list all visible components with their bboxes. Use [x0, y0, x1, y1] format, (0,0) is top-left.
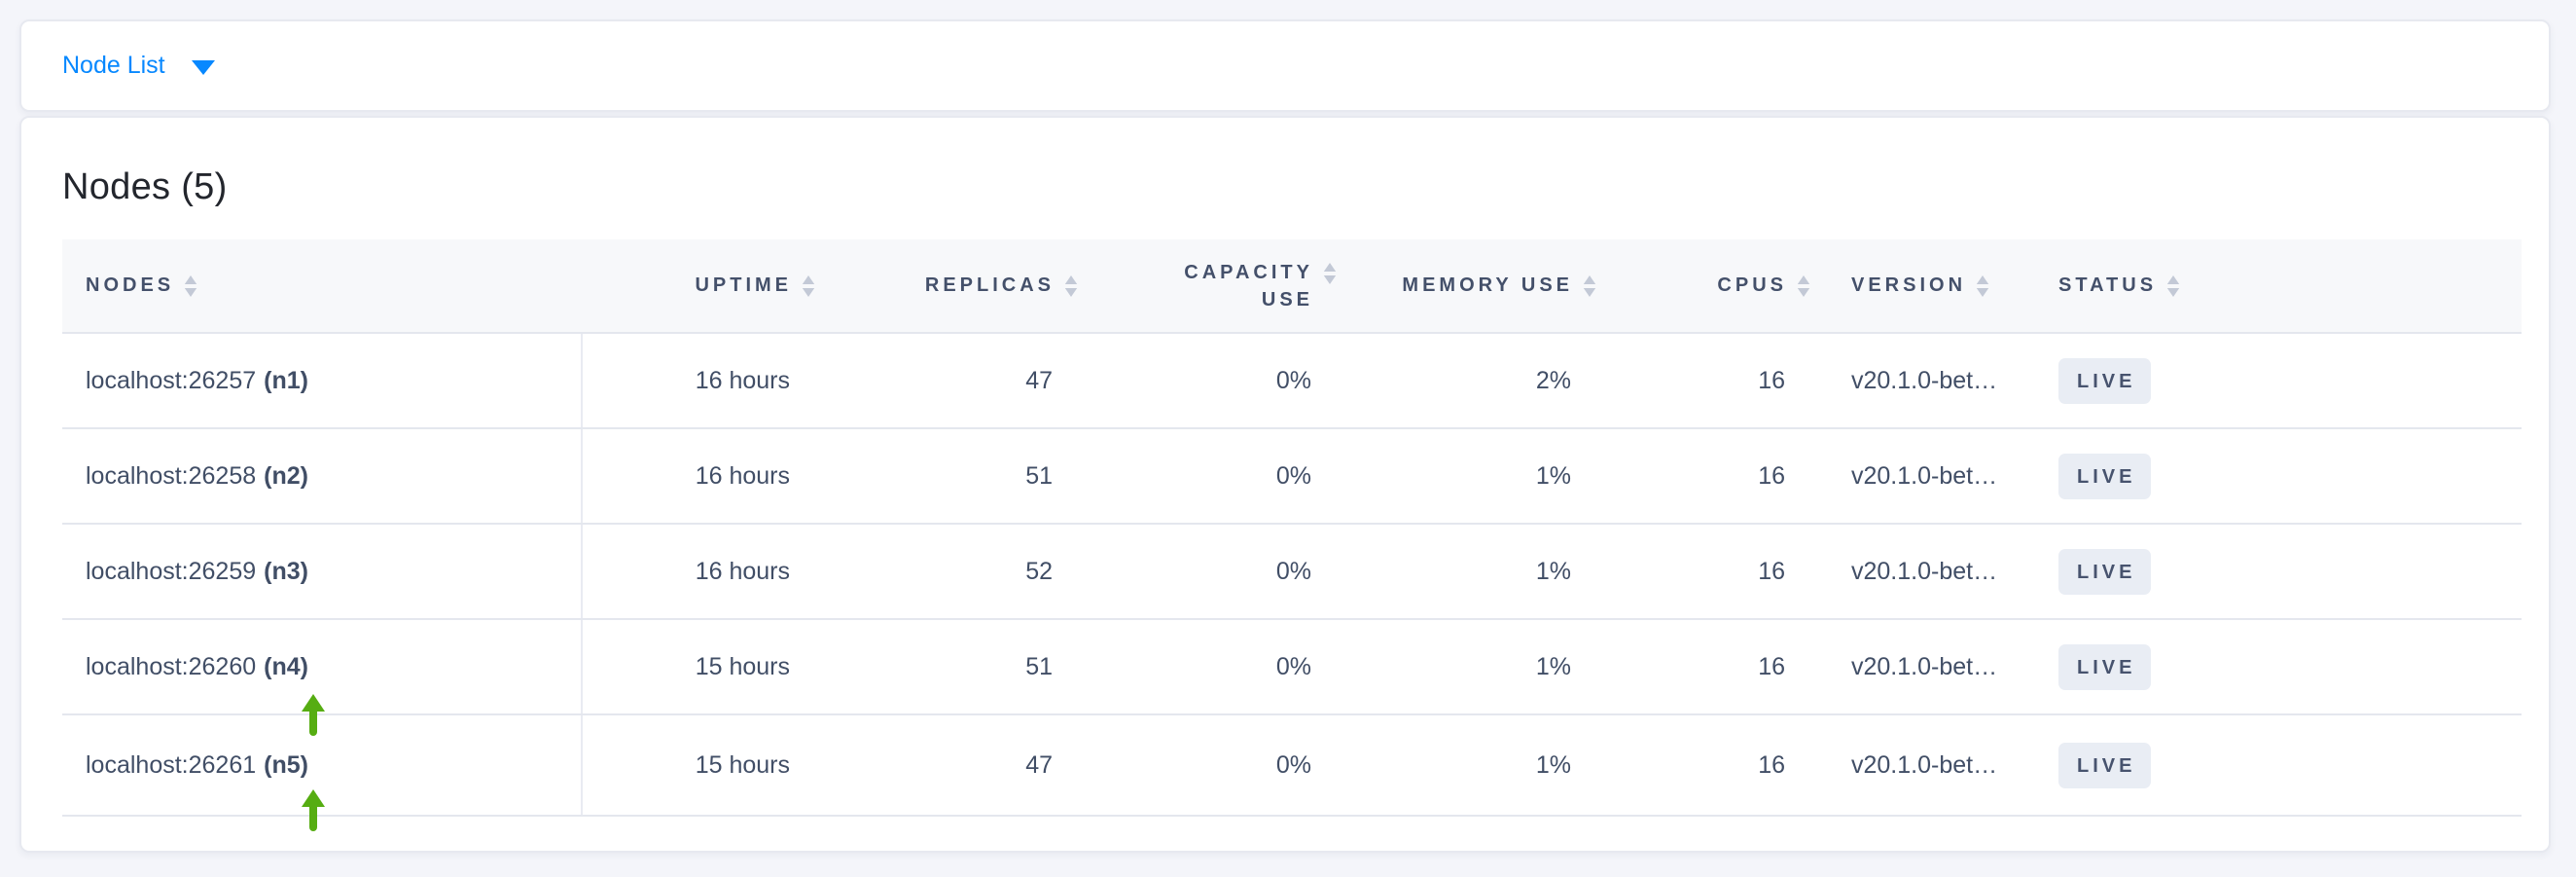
capacity-use-cell: 0% [1275, 461, 1311, 490]
column-header-version[interactable]: VERSION [1828, 239, 2035, 332]
sort-arrows-icon [1976, 274, 1989, 297]
cpus-cell: 16 [1758, 557, 1785, 585]
table-row[interactable]: localhost:26257 (n1) 16 hours 47 0% 2% 1… [62, 334, 2522, 429]
node-name: (n4) [264, 652, 308, 680]
node-address: localhost:26257 [86, 366, 257, 394]
page-title: Nodes (5) [62, 166, 228, 207]
status-badge: LIVE [2058, 453, 2152, 499]
capacity-use-cell: 0% [1275, 652, 1311, 680]
status-cell: LIVE [2035, 525, 2522, 618]
recently-added-arrow-icon [302, 789, 325, 831]
caret-down-icon [191, 59, 215, 75]
replicas-cell: 51 [1025, 652, 1053, 680]
memory-use-cell: 1% [1535, 750, 1571, 779]
status-cell: LIVE [2035, 620, 2522, 713]
column-header-label: CPUS [1717, 274, 1787, 296]
version-cell: v20.1.0-bet… [1851, 750, 1998, 779]
nodes-table: NODES UPTIME REPLICAS CAPACITY USE [62, 239, 2522, 831]
version-cell: v20.1.0-bet… [1851, 652, 1998, 680]
status-badge: LIVE [2058, 643, 2152, 690]
node-cell[interactable]: localhost:26258 (n2) [62, 429, 583, 523]
view-dropdown[interactable]: Node List [62, 52, 215, 80]
replicas-cell: 51 [1025, 461, 1053, 490]
node-name: (n3) [264, 557, 308, 585]
uptime-cell: 15 hours [695, 750, 790, 779]
memory-use-cell: 1% [1535, 557, 1571, 585]
sort-arrows-icon [1797, 274, 1810, 297]
cpus-cell: 16 [1758, 652, 1785, 680]
view-selector-bar: Node List [19, 19, 2551, 112]
sort-arrows-icon [1064, 274, 1078, 297]
column-header-label: NODES [86, 274, 175, 296]
column-header-label: REPLICAS [924, 274, 1055, 296]
node-name: (n1) [264, 366, 308, 394]
node-name: (n5) [264, 750, 308, 779]
column-header-label: VERSION [1851, 274, 1967, 296]
uptime-cell: 16 hours [695, 461, 790, 490]
node-address: localhost:26258 [86, 461, 257, 490]
column-header-memory[interactable]: MEMORY USE [1354, 239, 1614, 332]
cpus-cell: 16 [1758, 461, 1785, 490]
sort-arrows-icon [802, 274, 815, 297]
cpus-cell: 16 [1758, 366, 1785, 394]
node-address: localhost:26260 [86, 652, 257, 680]
uptime-cell: 16 hours [695, 366, 790, 394]
column-header-status[interactable]: STATUS [2035, 239, 2522, 332]
status-badge: LIVE [2058, 357, 2152, 404]
memory-use-cell: 1% [1535, 652, 1571, 680]
column-header-uptime[interactable]: UPTIME [583, 239, 833, 332]
column-header-label: UPTIME [695, 274, 792, 296]
table-row[interactable]: localhost:26259 (n3) 16 hours 52 0% 1% 1… [62, 525, 2522, 620]
node-cell[interactable]: localhost:26259 (n3) [62, 525, 583, 618]
table-header-row: NODES UPTIME REPLICAS CAPACITY USE [62, 239, 2522, 334]
version-cell: v20.1.0-bet… [1851, 366, 1998, 394]
capacity-use-cell: 0% [1275, 557, 1311, 585]
table-row[interactable]: localhost:26258 (n2) 16 hours 51 0% 1% 1… [62, 429, 2522, 525]
uptime-cell: 15 hours [695, 652, 790, 680]
node-name: (n2) [264, 461, 308, 490]
version-cell: v20.1.0-bet… [1851, 461, 1998, 490]
table-row[interactable]: localhost:26261 (n5) 15 hours 47 0% 1% 1… [62, 715, 2522, 831]
uptime-cell: 16 hours [695, 557, 790, 585]
table-body: localhost:26257 (n1) 16 hours 47 0% 2% 1… [62, 334, 2522, 831]
status-cell: LIVE [2035, 429, 2522, 523]
view-dropdown-label: Node List [62, 52, 165, 79]
column-header-nodes[interactable]: NODES [62, 239, 583, 332]
column-header-label: STATUS [2058, 274, 2158, 296]
sort-arrows-icon [2166, 274, 2180, 297]
sort-arrows-icon [184, 274, 197, 297]
capacity-use-cell: 0% [1275, 750, 1311, 779]
sort-arrows-icon [1323, 263, 1337, 284]
recently-added-arrow-icon [302, 694, 325, 736]
replicas-cell: 47 [1025, 750, 1053, 779]
status-cell: LIVE [2035, 334, 2522, 427]
table-row[interactable]: localhost:26260 (n4) 15 hours 51 0% 1% 1… [62, 620, 2522, 736]
node-address: localhost:26261 [86, 750, 257, 779]
status-badge: LIVE [2058, 742, 2152, 788]
status-badge: LIVE [2058, 548, 2152, 595]
node-cell[interactable]: localhost:26260 (n4) [62, 620, 583, 736]
column-header-capacity[interactable]: CAPACITY USE [1095, 239, 1354, 332]
column-header-label: MEMORY USE [1402, 274, 1573, 296]
memory-use-cell: 2% [1535, 366, 1571, 394]
node-cell[interactable]: localhost:26261 (n5) [62, 715, 583, 831]
node-cell[interactable]: localhost:26257 (n1) [62, 334, 583, 427]
capacity-use-cell: 0% [1275, 366, 1311, 394]
column-header-label: CAPACITY USE [1184, 261, 1313, 311]
column-header-replicas[interactable]: REPLICAS [833, 239, 1095, 332]
nodes-panel: Nodes (5) NODES UPTIME REPLICAS CAPA [19, 116, 2551, 853]
version-cell: v20.1.0-bet… [1851, 557, 1998, 585]
replicas-cell: 47 [1025, 366, 1053, 394]
node-address: localhost:26259 [86, 557, 257, 585]
cpus-cell: 16 [1758, 750, 1785, 779]
memory-use-cell: 1% [1535, 461, 1571, 490]
sort-arrows-icon [1583, 274, 1596, 297]
column-header-cpus[interactable]: CPUS [1614, 239, 1828, 332]
replicas-cell: 52 [1025, 557, 1053, 585]
status-cell: LIVE [2035, 715, 2522, 815]
